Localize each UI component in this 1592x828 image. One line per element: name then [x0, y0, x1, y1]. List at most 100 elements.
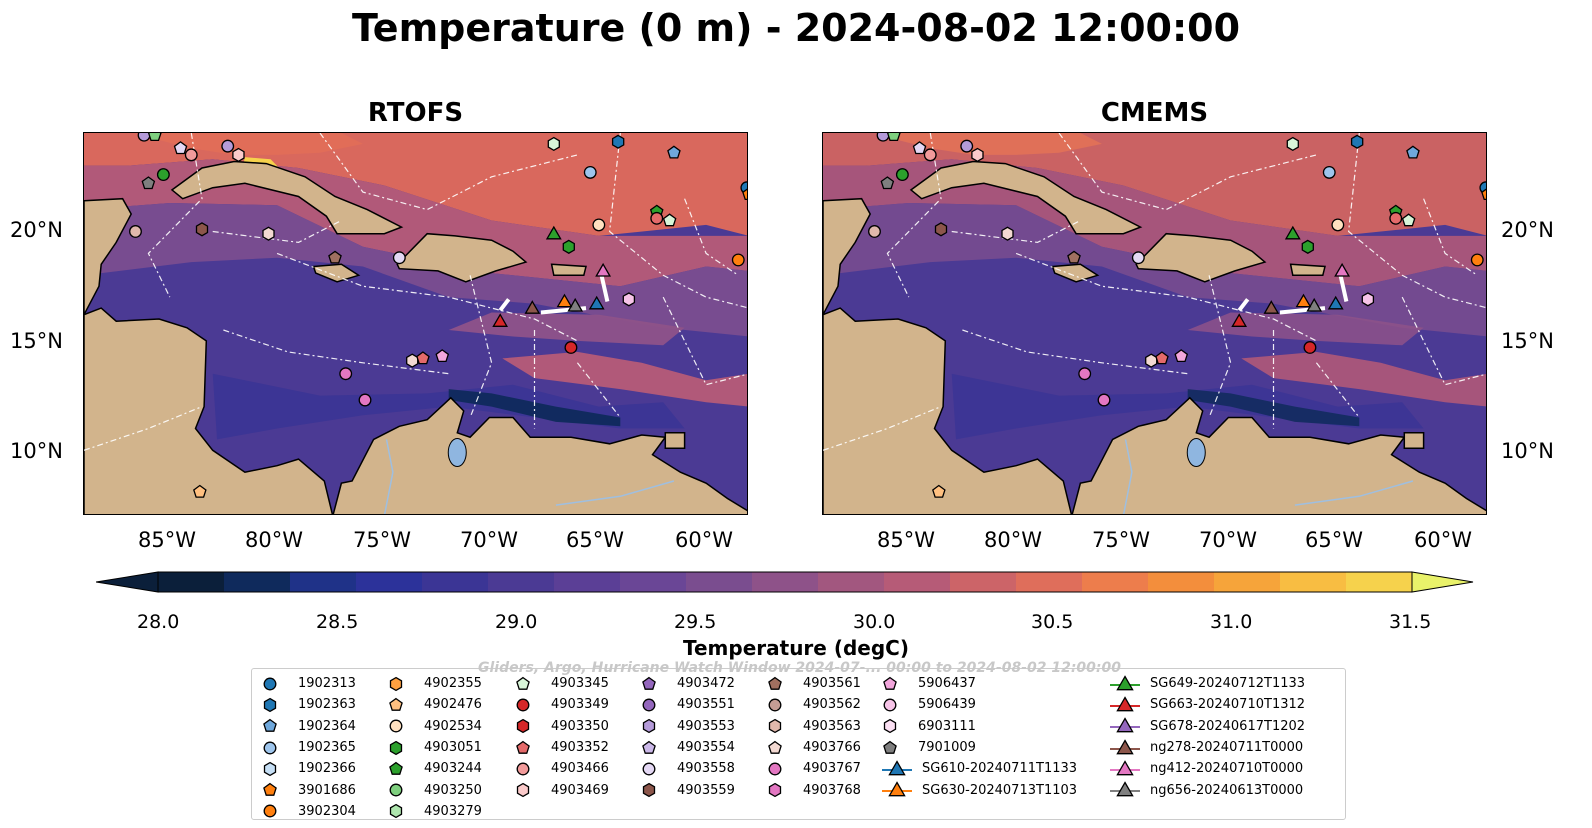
float-marker — [1331, 218, 1345, 232]
legend-marker-icon — [516, 740, 530, 754]
legend-entry: 4903561 — [767, 673, 861, 694]
float-marker — [880, 176, 895, 190]
legend-entry: 4902534 — [388, 716, 482, 737]
y-tick-label: 10°N — [10, 439, 63, 463]
legend-entry: 3901686 — [262, 779, 356, 800]
legend-label: 1902363 — [298, 697, 356, 713]
legend-label: 1902366 — [298, 761, 356, 777]
float-marker — [156, 168, 170, 182]
legend-marker-icon — [1110, 738, 1140, 754]
float-marker — [1295, 293, 1312, 308]
legend-label: 4903553 — [677, 718, 735, 734]
float-marker — [1334, 262, 1351, 277]
float-marker — [173, 141, 188, 155]
float-marker — [1286, 136, 1299, 152]
x-tick-label: 65°W — [566, 528, 624, 552]
legend-marker-icon — [263, 719, 277, 733]
legend-entry: 4903559 — [641, 779, 735, 800]
legend-marker-icon — [768, 698, 782, 712]
float-marker — [876, 133, 890, 142]
legend-label: 1902365 — [298, 740, 356, 756]
map-panel-cmems[interactable] — [822, 132, 1487, 515]
legend-entry: 5906437 — [882, 673, 1077, 694]
colorbar-tick-label: 31.5 — [1389, 611, 1432, 633]
x-tick-label: 80°W — [984, 528, 1042, 552]
legend-label: 6903111 — [918, 718, 976, 734]
float-marker — [611, 134, 625, 149]
legend-label: 4903563 — [803, 718, 861, 734]
legend-column: 4902355 4902476 4902534 4903051 4903244 49032… — [388, 673, 482, 822]
legend-marker-icon — [768, 676, 782, 690]
legend-marker-icon — [883, 719, 897, 734]
float-marker — [147, 133, 162, 142]
float-marker — [1481, 188, 1486, 201]
legend-entry: 4903350 — [515, 716, 609, 737]
legend-entry: 4902476 — [388, 694, 482, 715]
legend-label: ng656-20240613T0000 — [1150, 782, 1304, 798]
legend-marker-icon — [1110, 717, 1140, 733]
legend-marker-icon — [389, 740, 403, 755]
legend-marker-icon — [389, 783, 403, 797]
float-marker — [435, 349, 450, 363]
legend-entry: ng656-20240613T0000 — [1110, 779, 1305, 800]
colorbar-tick-label: 30.0 — [853, 611, 896, 633]
legend-marker-icon — [642, 698, 656, 712]
x-tick-label: 70°W — [1199, 528, 1257, 552]
x-tick-label: 75°W — [1092, 528, 1150, 552]
legend-entry: 4903466 — [515, 758, 609, 779]
legend-label: 3901686 — [298, 782, 356, 798]
float-marker — [262, 226, 275, 241]
legend-column: 5906437 5906439 6903111 7901009 SG610-202407… — [882, 673, 1077, 801]
legend-entry: 4903767 — [767, 758, 861, 779]
legend-label: 3902304 — [298, 803, 356, 819]
legend-entry: 4903551 — [641, 694, 735, 715]
map-panel-rtofs[interactable] — [83, 132, 748, 515]
legend-label: 1902313 — [298, 676, 356, 692]
x-tick-label: 60°W — [675, 528, 733, 552]
panel-title-cmems: CMEMS — [1100, 98, 1209, 128]
legend-marker-icon — [263, 741, 277, 754]
float-marker — [932, 484, 946, 498]
legend-label: 1902364 — [298, 718, 356, 734]
legend-entry: SG649-20240712T1133 — [1110, 673, 1305, 694]
float-marker — [137, 133, 151, 142]
legend-entry: SG610-20240711T1133 — [882, 758, 1077, 779]
colorbar-tick-label: 28.5 — [316, 611, 359, 633]
float-marker — [1231, 313, 1248, 327]
float-marker — [1306, 297, 1323, 312]
legend-entry: 4903051 — [388, 737, 482, 758]
legend-entry: 7901009 — [882, 737, 1077, 758]
float-marker — [193, 484, 207, 498]
float-marker — [1301, 239, 1314, 254]
legend-marker-icon — [389, 676, 403, 691]
legend-entry: SG630-20240713T1103 — [882, 779, 1077, 800]
legend-entry: ng412-20240710T0000 — [1110, 758, 1305, 779]
legend-entry: 1902366 — [262, 758, 356, 779]
colorbar-segment — [356, 572, 423, 592]
legend-entry: 4903250 — [388, 779, 482, 800]
float-marker — [358, 393, 372, 407]
legend-label: 4903469 — [551, 782, 609, 798]
legend-marker-icon — [263, 804, 277, 818]
float-marker — [141, 176, 156, 190]
float-marker — [232, 147, 245, 163]
float-marker — [1470, 253, 1484, 267]
legend-marker-icon — [642, 719, 656, 734]
colorbar-tick-label: 28.0 — [137, 611, 180, 633]
float-marker — [1001, 226, 1014, 241]
float-marker — [1145, 353, 1158, 368]
legend-label: ng278-20240711T0000 — [1150, 740, 1304, 756]
watermark-text: Gliders, Argo, Hurricane Watch Window 20… — [478, 660, 1121, 676]
legend: 1902313 1902363 1902364 1902365 1902366 39016… — [251, 668, 1346, 820]
float-marker — [184, 148, 198, 162]
legend-label: SG610-20240711T1133 — [922, 761, 1078, 777]
float-marker — [971, 147, 984, 163]
legend-label: 4903345 — [551, 676, 609, 692]
legend-entry: 3902304 — [262, 801, 356, 822]
legend-label: 4903350 — [551, 718, 609, 734]
legend-entry: 4903766 — [767, 737, 861, 758]
float-marker — [221, 139, 235, 153]
colorbar-segment — [554, 572, 621, 592]
legend-entry: 4903352 — [515, 737, 609, 758]
legend-marker-icon — [389, 761, 403, 775]
